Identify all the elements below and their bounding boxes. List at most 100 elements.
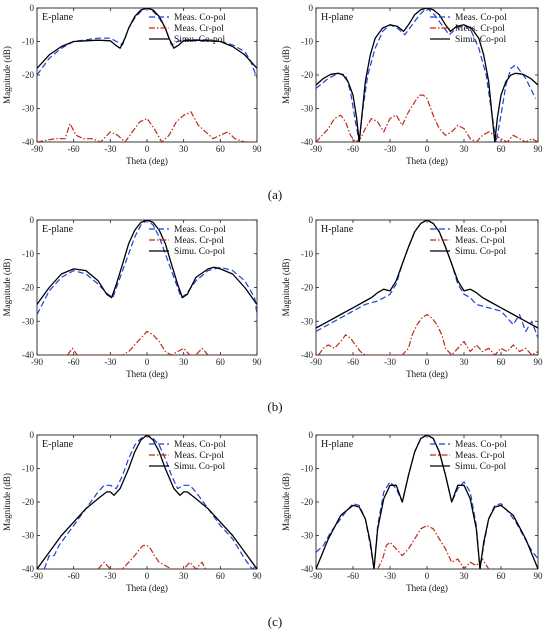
y-tick-label: -20 <box>301 283 313 293</box>
legend-entry: Meas. Co-pol <box>174 440 226 450</box>
series-line-meas-co-pol <box>37 8 257 79</box>
x-tick-label: 0 <box>145 357 150 367</box>
legend-entry: Meas. Co-pol <box>174 225 226 235</box>
x-tick-label: 90 <box>253 571 263 581</box>
y-tick-label: -10 <box>301 37 313 47</box>
plane-label: H-plane <box>321 439 354 450</box>
y-tick-label: -30 <box>301 104 313 114</box>
x-tick-label: -60 <box>68 357 80 367</box>
x-tick-label: -90 <box>310 571 322 581</box>
series-line-meas-co-pol <box>316 8 537 142</box>
x-tick-label: -90 <box>31 357 43 367</box>
legend-entry: Simu. Co-pol <box>174 247 226 257</box>
figure-caption: (a) <box>268 187 282 202</box>
series-line-meas-cr-pol <box>377 524 490 569</box>
x-axis-label: Theta (deg) <box>406 369 448 379</box>
y-tick-label: -30 <box>301 316 313 326</box>
legend-entry: Meas. Cr-pol <box>455 24 505 34</box>
legend-entry: Simu. Co-pol <box>174 35 226 45</box>
legend-entry: Simu. Co-pol <box>174 462 226 472</box>
y-axis-label: Magnitude (dB) <box>281 473 291 531</box>
x-tick-label: 30 <box>460 144 470 154</box>
plot-frame <box>36 7 258 143</box>
x-tick-label: -30 <box>104 571 116 581</box>
y-tick-label: 0 <box>309 3 314 13</box>
series-line-meas-cr-pol <box>67 330 221 355</box>
x-tick-label: -90 <box>310 357 322 367</box>
x-tick-label: 30 <box>179 357 189 367</box>
y-tick-label: -10 <box>22 464 34 474</box>
x-tick-label: -60 <box>347 144 359 154</box>
series-line-simu-co-pol <box>316 8 538 142</box>
y-tick-label: 0 <box>30 430 35 440</box>
y-tick-label: -10 <box>22 37 34 47</box>
series-group <box>316 220 538 355</box>
x-tick-label: 30 <box>179 571 189 581</box>
series-line-simu-co-pol <box>316 435 538 569</box>
series-line-meas-cr-pol <box>316 94 538 142</box>
legend-entry: Meas. Co-pol <box>174 13 226 23</box>
x-tick-label: 30 <box>460 357 470 367</box>
x-tick-label: 60 <box>216 144 226 154</box>
x-tick-label: -30 <box>104 357 116 367</box>
chart-panel-c-h-plane: -90 -60 -30 0 30 60 90 -40 -30 -20 -10 0 Theta (deg)… <box>281 430 543 593</box>
x-tick-label: 0 <box>425 144 430 154</box>
x-tick-label: -30 <box>104 144 116 154</box>
series-line-meas-co-pol <box>316 435 538 569</box>
series-line-simu-co-pol <box>37 8 257 69</box>
y-axis-label: Magnitude (dB) <box>2 473 12 531</box>
plane-label: H-plane <box>321 12 354 23</box>
y-tick-label: -20 <box>22 283 34 293</box>
x-tick-label: 90 <box>534 357 544 367</box>
figure-caption: (b) <box>267 399 282 414</box>
y-tick-label: -40 <box>301 350 313 360</box>
y-tick-label: -10 <box>301 464 313 474</box>
x-axis-label: Theta (deg) <box>126 583 168 593</box>
x-tick-label: -60 <box>68 571 80 581</box>
series-line-simu-co-pol <box>37 435 257 569</box>
x-tick-label: 90 <box>534 571 544 581</box>
x-tick-label: 0 <box>425 571 430 581</box>
legend-entry: Simu. Co-pol <box>455 462 507 472</box>
series-line-meas-cr-pol <box>37 111 257 142</box>
x-tick-label: -60 <box>347 571 359 581</box>
x-tick-label: 0 <box>145 571 150 581</box>
plane-label: E-plane <box>42 439 74 450</box>
y-tick-label: -20 <box>22 497 34 507</box>
y-tick-label: 0 <box>309 430 314 440</box>
chart-panel-b-h-plane: -90 -60 -30 0 30 60 90 -40 -30 -20 -10 0 Theta (deg)… <box>281 215 543 379</box>
legend-entry: Meas. Cr-pol <box>455 236 505 246</box>
plane-label: E-plane <box>42 12 74 23</box>
y-tick-label: -20 <box>22 70 34 80</box>
series-group <box>37 435 257 569</box>
y-tick-label: 0 <box>309 215 314 225</box>
chart-panel-b-e-plane: -90 -60 -30 0 30 60 90 -40 -30 -20 -10 0 Theta (deg)… <box>2 215 262 379</box>
legend-entry: Meas. Co-pol <box>455 440 507 450</box>
x-axis-label: Theta (deg) <box>406 156 448 166</box>
x-tick-label: 30 <box>460 571 470 581</box>
y-tick-label: -10 <box>301 249 313 259</box>
x-tick-label: -30 <box>384 571 396 581</box>
x-tick-label: -30 <box>384 357 396 367</box>
x-tick-label: 90 <box>534 144 544 154</box>
x-tick-label: -60 <box>68 144 80 154</box>
y-tick-label: -40 <box>22 564 34 574</box>
legend-entry: Meas. Cr-pol <box>455 451 505 461</box>
x-axis-label: Theta (deg) <box>406 583 448 593</box>
plane-label: H-plane <box>321 224 354 235</box>
legend-entry: Meas. Cr-pol <box>174 24 224 34</box>
y-tick-label: -40 <box>301 564 313 574</box>
x-tick-label: 0 <box>145 144 150 154</box>
chart-panel-a-h-plane: -90 -60 -30 0 30 60 90 -40 -30 -20 -10 0 Theta (deg)… <box>281 3 543 166</box>
y-axis-label: Magnitude (dB) <box>281 259 291 317</box>
x-tick-label: 60 <box>216 571 226 581</box>
y-tick-label: -30 <box>22 316 34 326</box>
plot-frame <box>36 219 258 356</box>
y-tick-label: -30 <box>301 531 313 541</box>
x-tick-label: -60 <box>347 357 359 367</box>
x-tick-label: 60 <box>497 144 507 154</box>
series-line-simu-co-pol <box>316 220 538 329</box>
series-line-meas-cr-pol <box>318 313 538 355</box>
y-axis-label: Magnitude (dB) <box>2 259 12 317</box>
